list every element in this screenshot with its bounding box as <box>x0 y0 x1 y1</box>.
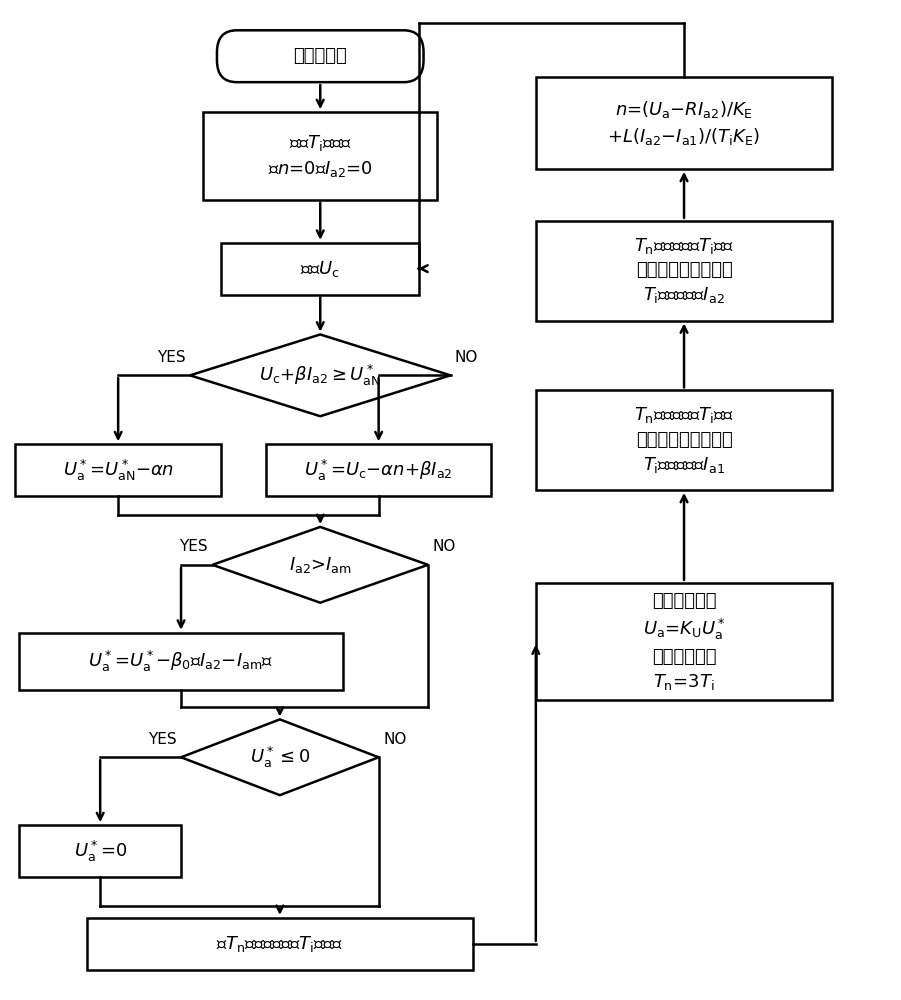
Text: 通电初始化: 通电初始化 <box>294 47 347 65</box>
Text: $U_{\rm a}^*$=$U_{\rm a}^*$−$\beta_0$（$I_{\rm a2}$−$I_{\rm am}$）: $U_{\rm a}^*$=$U_{\rm a}^*$−$\beta_0$（$I… <box>88 649 274 674</box>
Text: NO: NO <box>455 350 478 365</box>
FancyBboxPatch shape <box>19 633 342 690</box>
Text: 开启$T_{\rm i}$计时，
设$n$=0、$I_{\rm a2}$=0: 开启$T_{\rm i}$计时， 设$n$=0、$I_{\rm a2}$=0 <box>268 133 373 179</box>
Text: $U_{\rm a}^*$=$U_{\rm c}$−$\alpha n$+$\beta I_{\rm a2}$: $U_{\rm a}^*$=$U_{\rm c}$−$\alpha n$+$\b… <box>305 458 453 483</box>
Polygon shape <box>190 334 450 416</box>
Text: $U_{\rm a}^*$=0: $U_{\rm a}^*$=0 <box>74 838 127 864</box>
Text: YES: YES <box>148 732 177 747</box>
Text: $I_{\rm a2}$>$I_{\rm am}$: $I_{\rm a2}$>$I_{\rm am}$ <box>289 555 351 575</box>
Text: $U_{\rm a}^*$=$U_{\rm aN}^*$−$\alpha n$: $U_{\rm a}^*$=$U_{\rm aN}^*$−$\alpha n$ <box>62 458 174 483</box>
FancyBboxPatch shape <box>536 221 833 321</box>
Text: $U_{\rm a}^*\leq$0: $U_{\rm a}^*\leq$0 <box>250 745 310 770</box>
Text: NO: NO <box>432 539 456 554</box>
Text: $n$=($U_{\rm a}$−$RI_{\rm a2}$)/$K_{\rm E}$
+$L$($I_{\rm a2}$−$I_{\rm a1}$)/($T_: $n$=($U_{\rm a}$−$RI_{\rm a2}$)/$K_{\rm … <box>607 99 760 147</box>
Text: NO: NO <box>383 732 406 747</box>
FancyBboxPatch shape <box>536 583 833 700</box>
Text: 采集$U_{\rm c}$: 采集$U_{\rm c}$ <box>300 259 341 279</box>
FancyBboxPatch shape <box>267 444 491 496</box>
Text: $U_{\rm c}$+$\beta I_{\rm a2}\geq U_{\rm aN}^*$: $U_{\rm c}$+$\beta I_{\rm a2}\geq U_{\rm… <box>259 363 381 388</box>
Text: 脉宽调制控制
$U_{\rm a}$=$K_{\rm U}U_{\rm a}^*$
开启计时周期
$T_{\rm n}$=3$T_{\rm i}$: 脉宽调制控制 $U_{\rm a}$=$K_{\rm U}U_{\rm a}^*… <box>642 592 725 692</box>
FancyBboxPatch shape <box>217 30 423 82</box>
FancyBboxPatch shape <box>222 243 419 295</box>
Text: YES: YES <box>179 539 208 554</box>
Polygon shape <box>213 527 428 603</box>
FancyBboxPatch shape <box>536 390 833 490</box>
Text: YES: YES <box>157 350 186 365</box>
Polygon shape <box>181 719 378 795</box>
Text: $T_{\rm n}$中的第二个$T_{\rm i}$周期
计时到即开启第三个
$T_{\rm i}$计时，采集$I_{\rm a2}$: $T_{\rm n}$中的第二个$T_{\rm i}$周期 计时到即开启第三个 … <box>634 236 734 305</box>
Text: （$T_{\rm n}$中的第三个）$T_{\rm i}$计时到: （$T_{\rm n}$中的第三个）$T_{\rm i}$计时到 <box>216 934 343 954</box>
FancyBboxPatch shape <box>536 77 833 169</box>
FancyBboxPatch shape <box>14 444 222 496</box>
Text: $T_{\rm n}$中的第一个$T_{\rm i}$周期
计时到即开启第二个
$T_{\rm i}$计时，采集$I_{\rm a1}$: $T_{\rm n}$中的第一个$T_{\rm i}$周期 计时到即开启第二个 … <box>634 405 734 475</box>
FancyBboxPatch shape <box>204 112 437 200</box>
FancyBboxPatch shape <box>86 918 473 970</box>
FancyBboxPatch shape <box>19 825 181 877</box>
